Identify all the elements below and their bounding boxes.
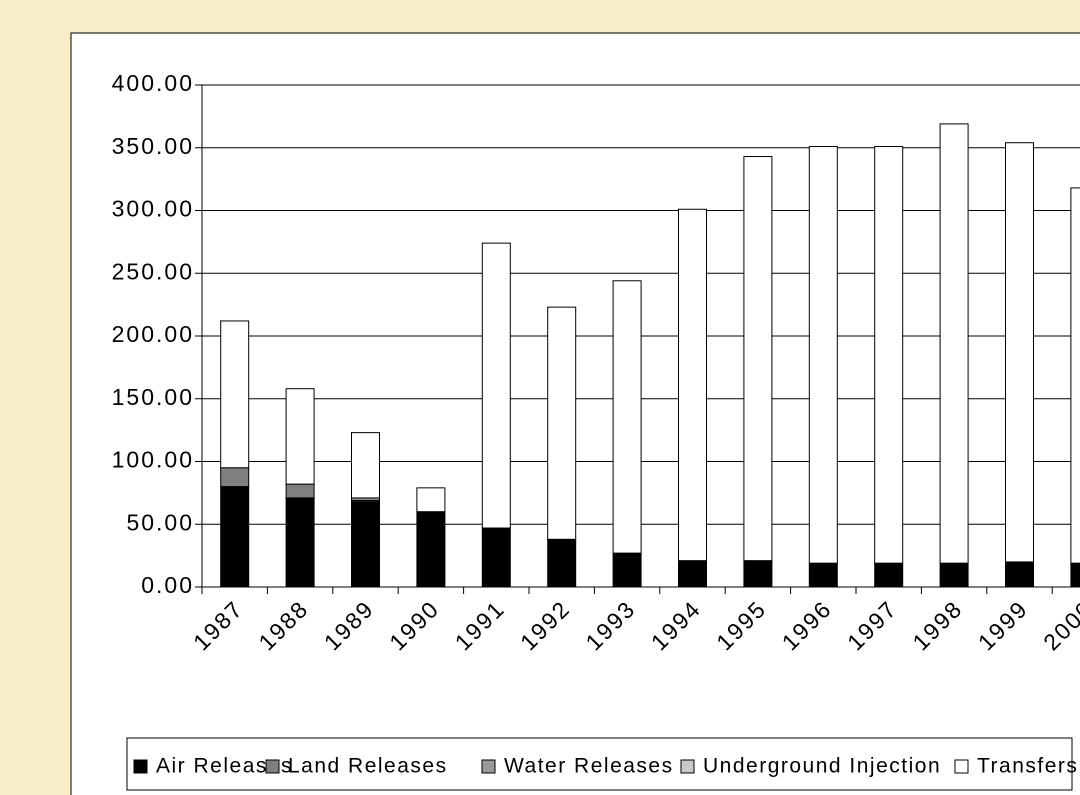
bar-segment: [351, 501, 380, 588]
bar-segment: [1070, 562, 1080, 588]
bar-segment: [939, 123, 969, 564]
legend-label: Underground Injection: [703, 755, 941, 778]
bar-segment: [808, 145, 838, 564]
bar-segment: [285, 388, 315, 485]
bar-segment: [285, 483, 315, 499]
y-tick-label: 0.00: [141, 572, 194, 598]
bar-segment: [481, 527, 511, 588]
legend-swatch: [133, 759, 148, 774]
bar-segment: [481, 242, 511, 529]
bar-segment: [743, 156, 773, 562]
y-tick-label: 200.00: [112, 321, 194, 347]
bar-segment: [547, 538, 577, 588]
bar-segment: [285, 497, 315, 588]
bar-segment: [612, 280, 642, 554]
y-tick-label: 150.00: [112, 384, 194, 410]
legend-swatch: [680, 759, 695, 774]
legend-swatch: [954, 759, 969, 774]
y-tick-label: 100.00: [112, 447, 194, 473]
bar-segment: [220, 320, 250, 469]
legend-box: [126, 737, 1073, 791]
y-tick-label: 400.00: [112, 70, 194, 96]
bar-segment: [351, 432, 380, 499]
bar-segment: [547, 306, 577, 540]
y-tick-label: 300.00: [112, 196, 194, 222]
bar-segment: [220, 467, 250, 488]
legend-swatch: [265, 759, 280, 774]
legend-swatch: [481, 759, 496, 774]
bar-segment: [678, 560, 707, 588]
legend-label: Air Releases: [156, 755, 293, 778]
y-tick-label: 350.00: [112, 133, 194, 159]
bar-segment: [678, 208, 707, 562]
bar-segment: [743, 560, 773, 588]
bar-segment: [1005, 142, 1034, 563]
bar-segment: [1005, 561, 1034, 588]
bar-segment: [416, 487, 446, 513]
bar-segment: [808, 562, 838, 588]
legend-label: Land Releases: [288, 755, 448, 778]
y-tick-label: 250.00: [112, 258, 194, 284]
bar-segment: [874, 145, 904, 564]
y-tick-label: 50.00: [126, 509, 194, 535]
bar-segment: [220, 486, 250, 588]
bar-segment: [416, 511, 446, 588]
bar-segment: [939, 562, 969, 588]
bar-segment: [612, 552, 642, 588]
bar-segment: [874, 562, 904, 588]
legend-label: Transfers: [977, 755, 1078, 778]
bar-segment: [1070, 187, 1080, 564]
legend-label: Water Releases: [504, 755, 674, 778]
